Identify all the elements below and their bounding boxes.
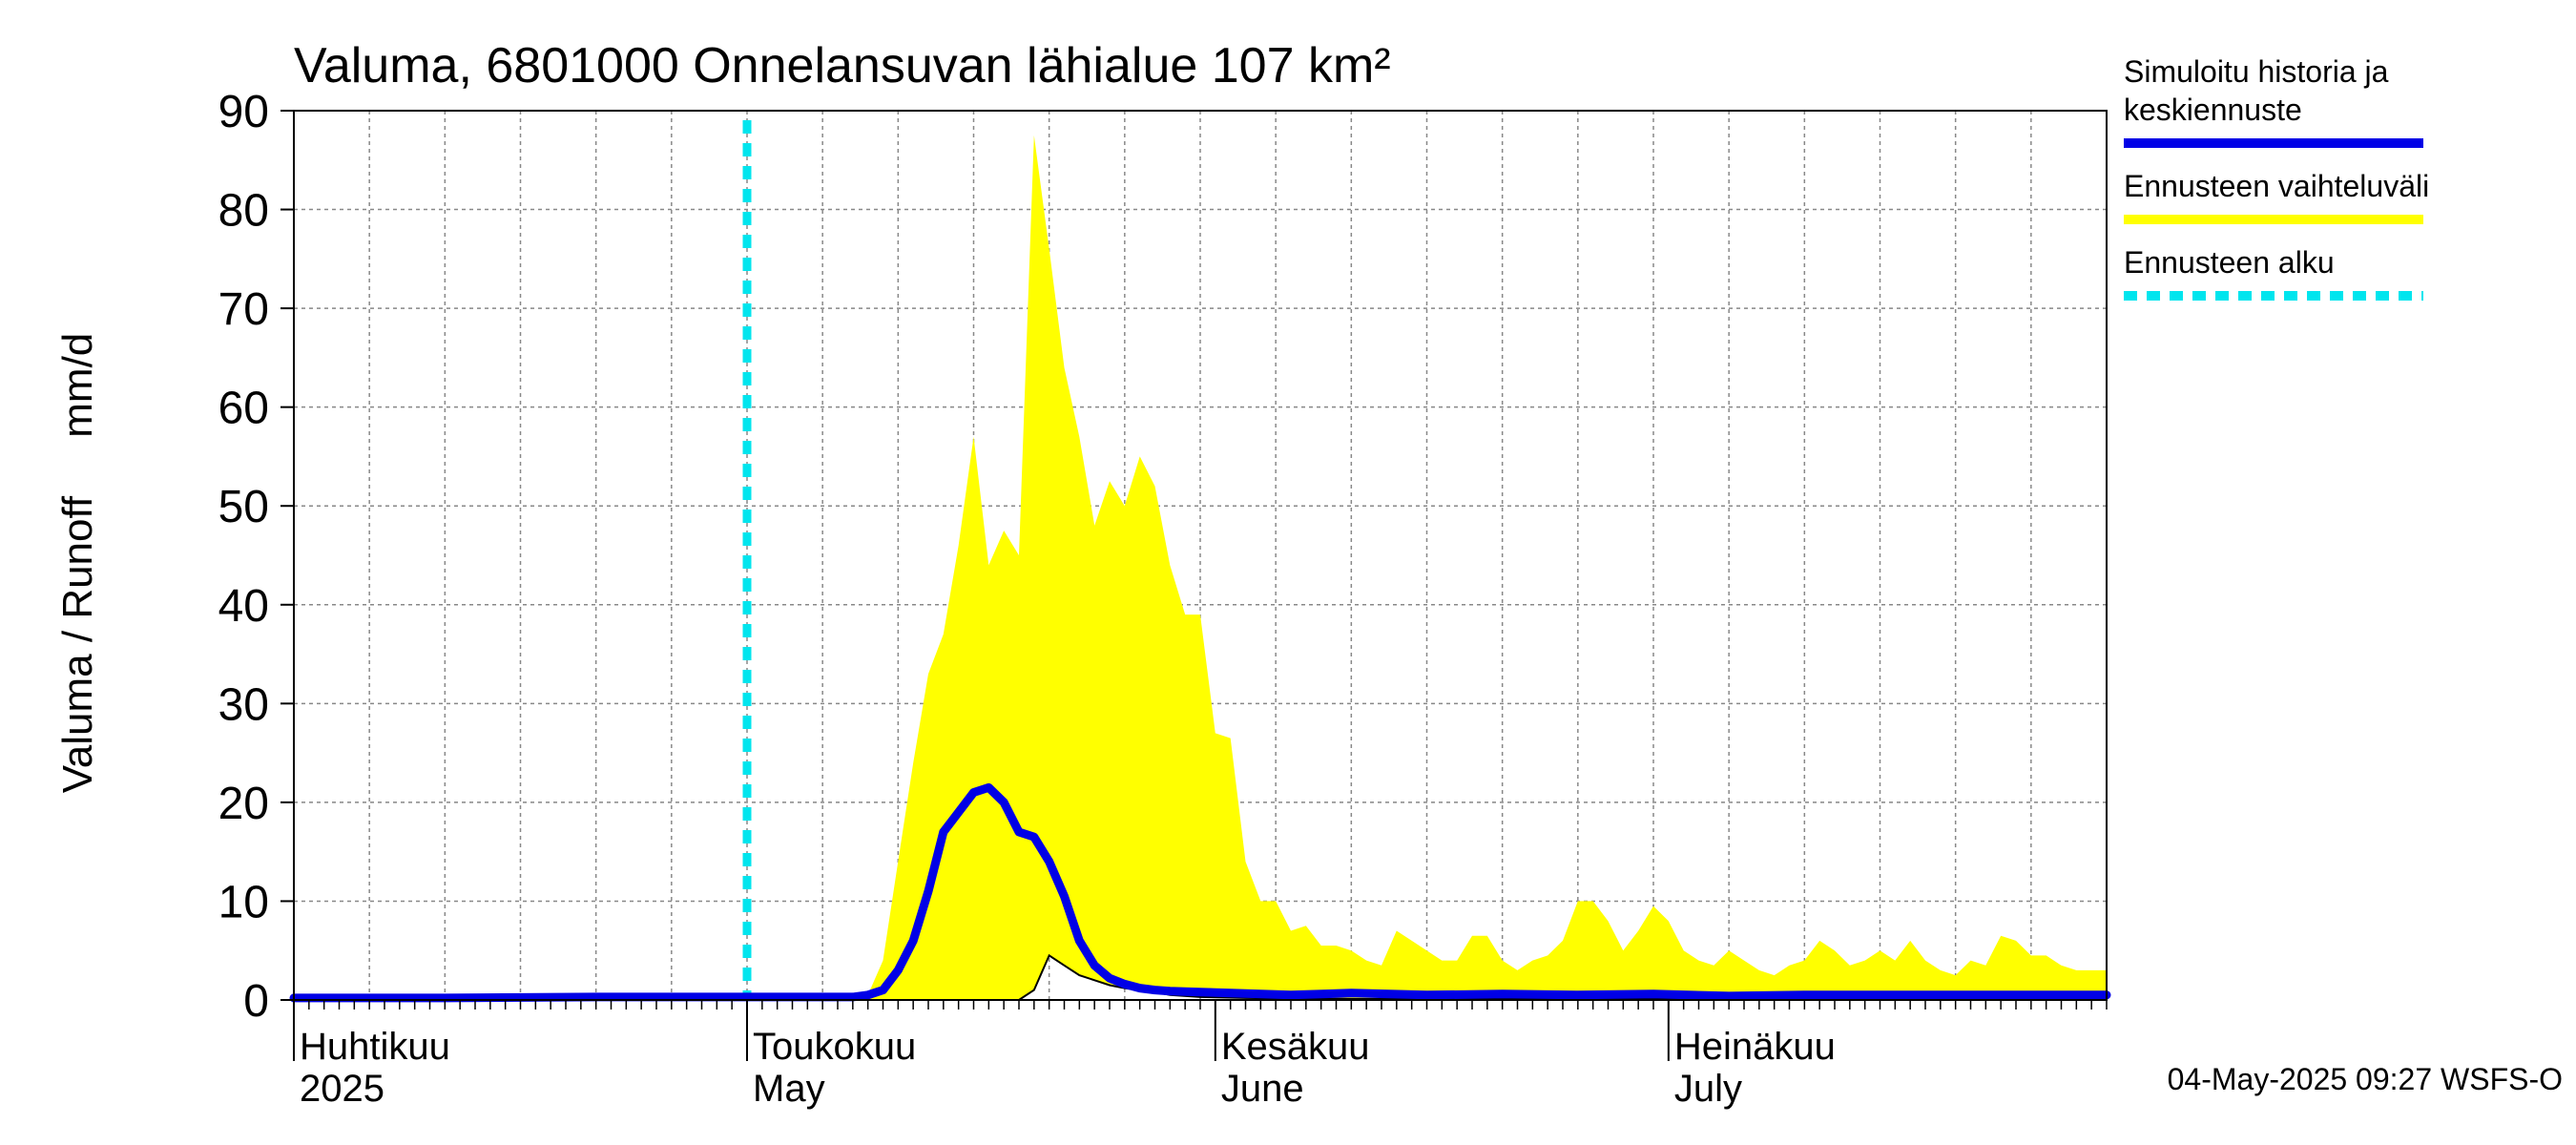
x-month-sublabel: May	[753, 1068, 825, 1110]
range-band-lower-edge	[294, 953, 2107, 1001]
legend-label: Ennusteen alku	[2124, 245, 2335, 280]
legend-label: Ennusteen vaihteluväli	[2124, 169, 2429, 203]
x-month-label: Kesäkuu	[1221, 1026, 1370, 1068]
forecast-range-band	[294, 135, 2107, 1001]
legend-label: keskiennuste	[2124, 93, 2302, 127]
x-month-sublabel: July	[1674, 1068, 1742, 1110]
y-tick-label: 80	[218, 186, 269, 237]
y-tick-label: 60	[218, 384, 269, 434]
y-axis-label: Valuma / Runoff mm/d	[54, 333, 101, 794]
y-tick-label: 10	[218, 877, 269, 927]
series-line-simulated	[289, 782, 2111, 1003]
y-tick-label: 20	[218, 779, 269, 829]
x-month-label: Huhtikuu	[300, 1026, 450, 1068]
x-month-label: Heinäkuu	[1674, 1026, 1836, 1068]
footer-timestamp: 04-May-2025 09:27 WSFS-O	[2168, 1062, 2563, 1096]
chart-title: Valuma, 6801000 Onnelansuvan lähialue 10…	[294, 38, 1391, 94]
y-tick-label: 0	[243, 976, 269, 1027]
x-month-sublabel: June	[1221, 1068, 1304, 1110]
x-month-sublabel: 2025	[300, 1068, 384, 1110]
y-tick-label: 90	[218, 87, 269, 137]
range-band-area	[294, 135, 2107, 1000]
y-tick-label: 40	[218, 581, 269, 632]
legend-label: Simuloitu historia ja	[2124, 54, 2389, 89]
y-tick-label: 30	[218, 679, 269, 730]
x-month-label: Toukokuu	[753, 1026, 916, 1068]
series-lines	[289, 782, 2111, 1003]
y-tick-label: 50	[218, 482, 269, 532]
y-tick-label: 70	[218, 284, 269, 335]
legend: Simuloitu historia ja keskiennuste Ennuste…	[2124, 54, 2429, 301]
y-axis: 0 10 20 30 40 50 60 70 80 90	[218, 87, 294, 1027]
